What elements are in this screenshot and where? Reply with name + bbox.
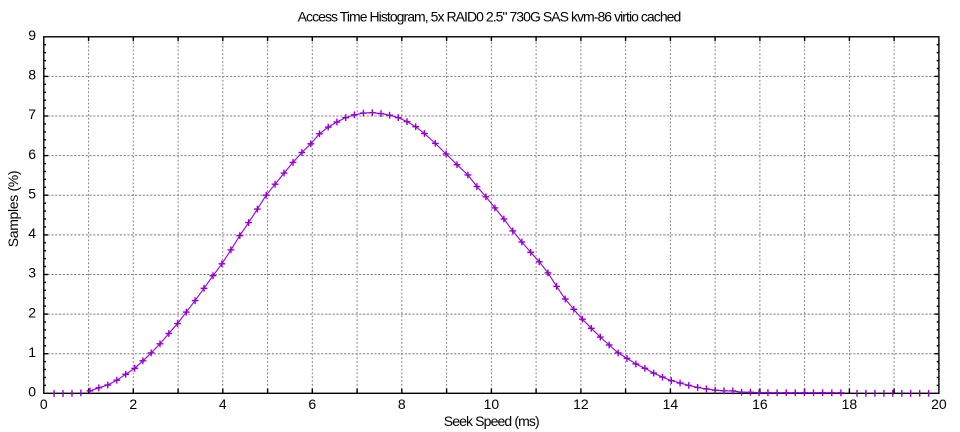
svg-text:5: 5: [28, 185, 36, 201]
svg-text:Seek Speed (ms): Seek Speed (ms): [444, 413, 539, 429]
svg-text:20: 20: [931, 396, 947, 412]
svg-text:4: 4: [219, 396, 227, 412]
svg-text:8: 8: [28, 67, 36, 83]
svg-text:6: 6: [28, 146, 36, 162]
svg-text:8: 8: [398, 396, 406, 412]
svg-text:0: 0: [40, 396, 48, 412]
svg-text:Samples (%): Samples (%): [5, 171, 21, 248]
svg-text:14: 14: [663, 396, 679, 412]
svg-text:6: 6: [308, 396, 316, 412]
svg-text:1: 1: [28, 344, 36, 360]
svg-text:9: 9: [28, 27, 36, 43]
svg-text:2: 2: [28, 304, 36, 320]
svg-text:3: 3: [28, 265, 36, 281]
svg-text:7: 7: [28, 106, 36, 122]
svg-text:4: 4: [28, 225, 36, 241]
svg-text:0: 0: [28, 384, 36, 400]
svg-text:12: 12: [573, 396, 589, 412]
svg-text:2: 2: [129, 396, 137, 412]
svg-text:16: 16: [752, 396, 768, 412]
svg-text:Access Time Histogram, 5x RAID: Access Time Histogram, 5x RAID0 2.5" 730…: [298, 9, 681, 25]
svg-text:10: 10: [484, 396, 500, 412]
svg-text:18: 18: [842, 396, 858, 412]
